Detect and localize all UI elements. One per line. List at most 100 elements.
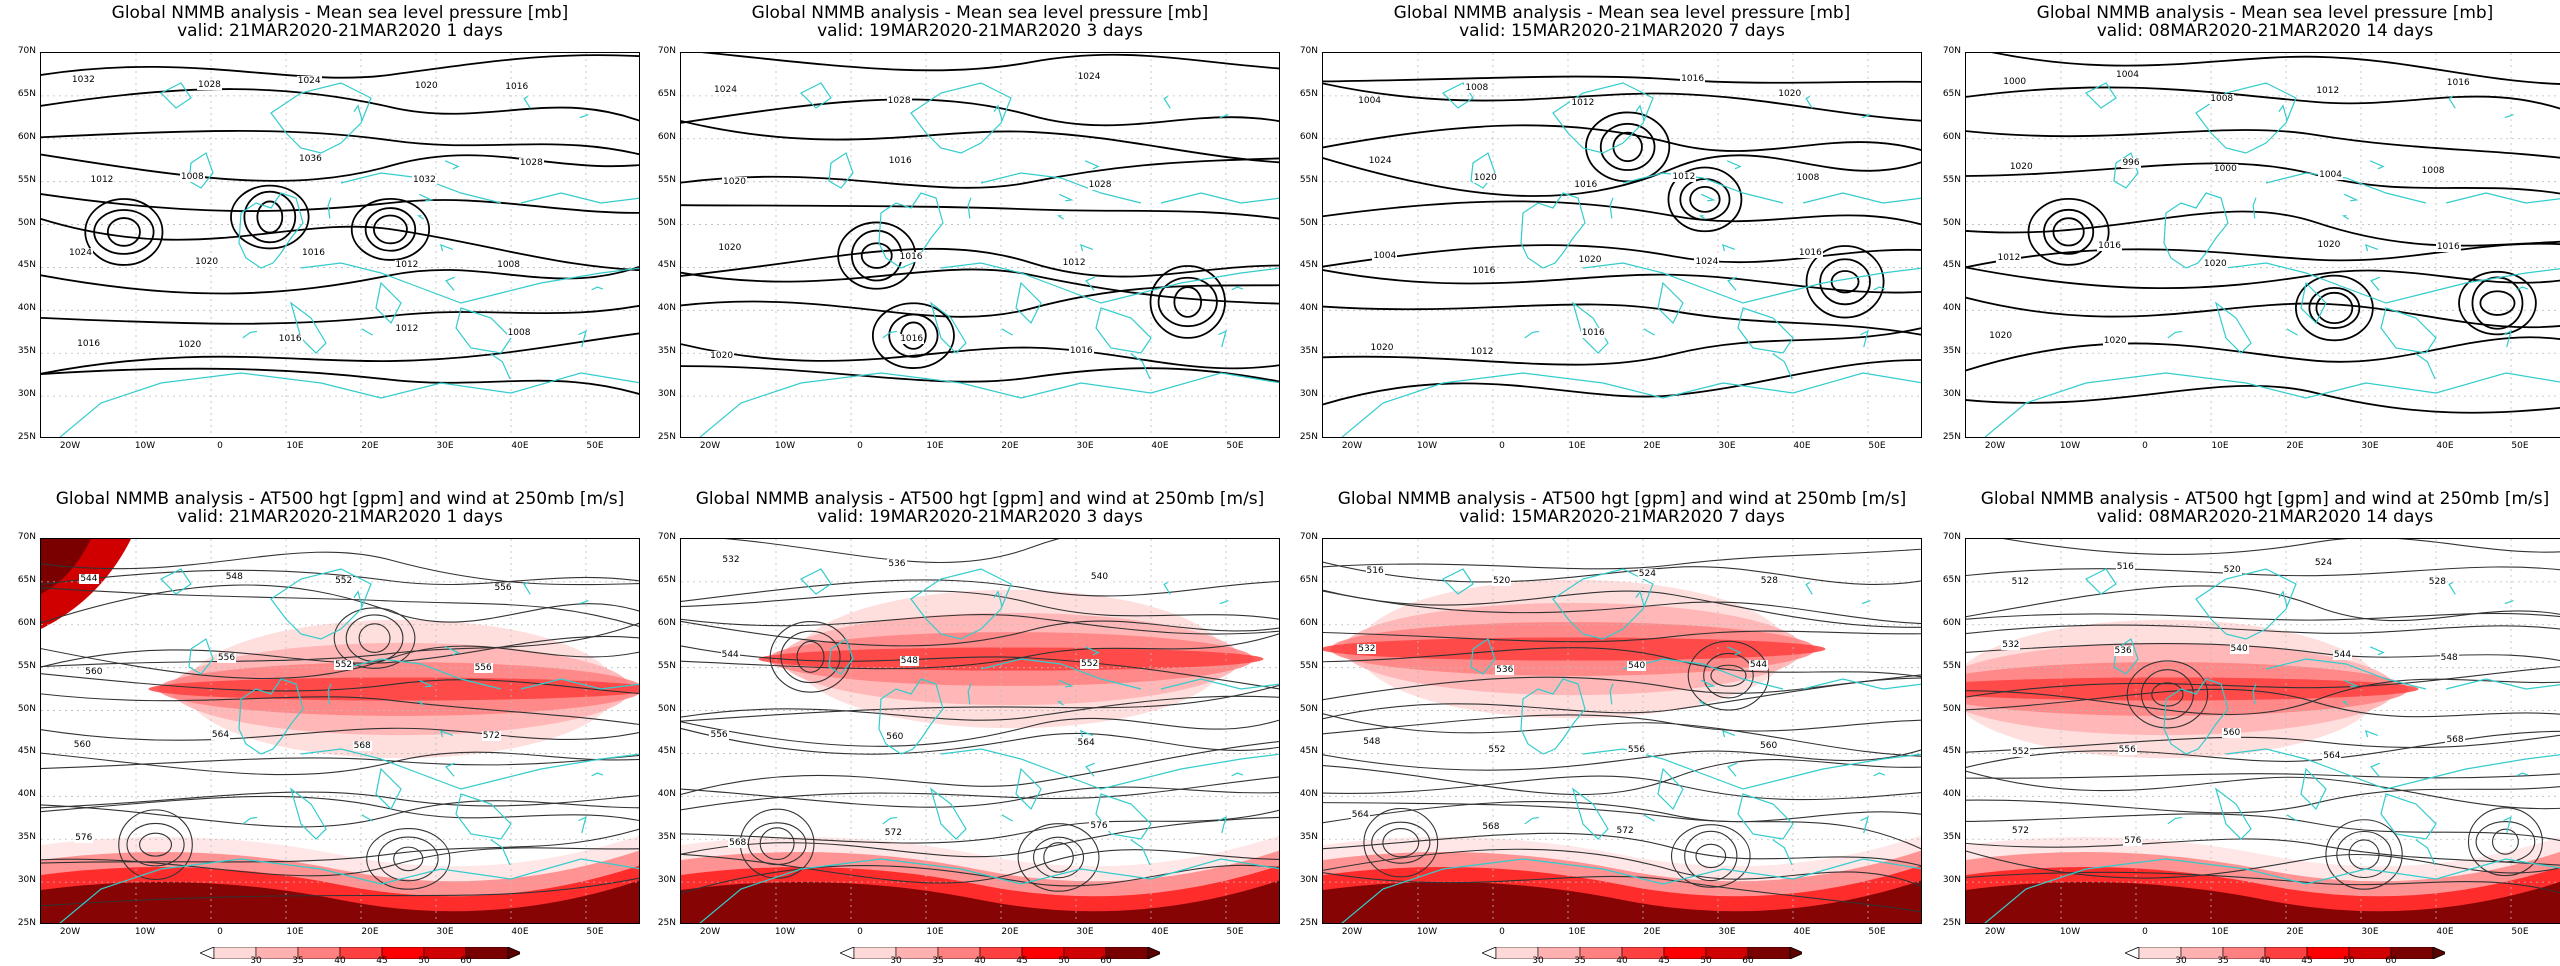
longitude-label: 20E bbox=[1643, 441, 1661, 451]
latitude-label: 60N bbox=[1299, 131, 1318, 142]
contour-label: 1012 bbox=[1570, 97, 1596, 108]
latitude-label: 55N bbox=[657, 660, 676, 671]
contour-label: 1012 bbox=[394, 323, 420, 334]
latitude-label: 40N bbox=[1942, 303, 1961, 314]
latitude-label: 50N bbox=[1942, 217, 1961, 228]
longitude-label: 50E bbox=[1868, 927, 1886, 937]
contour-lines bbox=[1966, 53, 2560, 414]
contour-label: 1016 bbox=[2435, 242, 2461, 253]
latitude-label: 35N bbox=[17, 832, 36, 843]
latitude-label: 40N bbox=[1299, 789, 1318, 800]
longitude-label: 40E bbox=[1793, 927, 1811, 937]
longitude-label: 50E bbox=[2511, 441, 2529, 451]
latitude-label: 70N bbox=[1942, 46, 1961, 56]
longitude-label: 10W bbox=[774, 927, 796, 937]
latitude-label: 55N bbox=[1942, 174, 1961, 185]
coastlines bbox=[1984, 568, 2560, 923]
contour-lines bbox=[41, 54, 639, 395]
contour-label: 1016 bbox=[1068, 346, 1094, 357]
contour-label: 1016 bbox=[76, 338, 102, 349]
longitude-label: 10W bbox=[774, 441, 796, 451]
contour-lines bbox=[41, 551, 639, 907]
contour-label: 572 bbox=[1615, 825, 1635, 836]
contour-label: 524 bbox=[2313, 557, 2334, 568]
latitude-label: 55N bbox=[17, 660, 36, 671]
contour-label: 1016 bbox=[1797, 248, 1823, 259]
contour-label: 516 bbox=[1365, 566, 1385, 577]
contour-label: 564 bbox=[2322, 750, 2342, 761]
contour-label: 556 bbox=[473, 663, 493, 674]
latitude-label: 55N bbox=[1299, 660, 1318, 671]
longitude-label: 0 bbox=[217, 441, 223, 451]
panel-valid-date: valid: 15MAR2020-21MAR2020 7 days bbox=[1459, 21, 1785, 41]
colorbar: 30 35 40 45 50 60 bbox=[838, 944, 1164, 966]
longitude-label: 30E bbox=[2361, 927, 2379, 937]
contour-label: 552 bbox=[1080, 658, 1100, 669]
latitude-label: 70N bbox=[657, 532, 676, 542]
longitude-label: 20W bbox=[1341, 441, 1363, 451]
contour-label: 544 bbox=[720, 649, 740, 660]
contour-label: 1012 bbox=[1996, 253, 2022, 264]
panel-valid-date: valid: 19MAR2020-21MAR2020 3 days bbox=[817, 507, 1143, 527]
contour-label: 548 bbox=[899, 655, 919, 666]
latitude-label: 60N bbox=[657, 617, 676, 628]
colorbar-label: 45 bbox=[376, 956, 388, 966]
longitude-label: 10W bbox=[2059, 927, 2081, 937]
graticule bbox=[681, 539, 1279, 923]
contour-label: 1008 bbox=[1464, 82, 1490, 93]
colorbar-label: 50 bbox=[418, 956, 430, 966]
contour-label: 528 bbox=[1759, 576, 1779, 587]
coastlines bbox=[59, 568, 639, 923]
latitude-label: 45N bbox=[657, 260, 676, 271]
longitude-label: 0 bbox=[2142, 927, 2148, 937]
map-area: 512 516 520 524 528 532 536 540 544 548 552 556 560 5… bbox=[1965, 538, 2560, 924]
colorbar-label: 30 bbox=[250, 956, 262, 966]
contour-label: 540 bbox=[2229, 643, 2249, 654]
contour-label: 1020 bbox=[2202, 258, 2228, 269]
contour-label: 1020 bbox=[2102, 335, 2128, 346]
latitude-label: 60N bbox=[1942, 131, 1961, 142]
longitude-label: 20E bbox=[1001, 441, 1019, 451]
contour-label: 1016 bbox=[1471, 266, 1497, 276]
longitude-label: 10W bbox=[1416, 927, 1438, 937]
contour-label: 544 bbox=[1748, 660, 1769, 671]
panel-title: Global NMMB analysis - AT500 hgt [gpm] a… bbox=[1337, 489, 1907, 509]
longitude-label: 40E bbox=[2436, 927, 2454, 937]
longitude-label: 40E bbox=[511, 927, 529, 937]
contour-label: 1004 bbox=[2115, 69, 2140, 80]
map-panel: Global NMMB analysis - Mean sea level pr… bbox=[1300, 0, 1932, 470]
longitude-label: 10W bbox=[134, 441, 156, 451]
latitude-label: 40N bbox=[17, 303, 36, 314]
longitude-label: 20E bbox=[1001, 927, 1019, 937]
contour-label: 552 bbox=[333, 659, 354, 670]
latitude-label: 70N bbox=[1942, 532, 1961, 542]
contour-label: 524 bbox=[1637, 568, 1657, 579]
longitude-label: 50E bbox=[1226, 441, 1244, 451]
map-area: 1004 1008 1012 1016 1020 1024 1020 1016 1012 1008… bbox=[1322, 52, 1922, 438]
contour-lines bbox=[1323, 548, 1921, 913]
latitude-label: 70N bbox=[17, 46, 36, 56]
contour-label: 1028 bbox=[518, 157, 544, 168]
colorbar: 30 35 40 45 50 60 bbox=[2123, 944, 2449, 966]
contour-label: 1028 bbox=[197, 79, 222, 90]
contour-label: 1016 bbox=[1573, 180, 1599, 191]
contour-label: 1024 bbox=[713, 85, 738, 96]
contour-label: 568 bbox=[2445, 734, 2465, 745]
map-panel: Global NMMB analysis - Mean sea level pr… bbox=[658, 0, 1290, 470]
contour-label: 1012 bbox=[2315, 85, 2341, 96]
contour-label: 1008 bbox=[2420, 166, 2446, 177]
map-area: 544 548 552 556 560 556 552 556 560 564 568 572 576 bbox=[40, 538, 640, 924]
latitude-label: 40N bbox=[657, 303, 676, 314]
latitude-label: 30N bbox=[1299, 875, 1318, 886]
contour-label: 1016 bbox=[898, 251, 924, 262]
latitude-label: 70N bbox=[1299, 46, 1318, 56]
contour-label: 1020 bbox=[717, 242, 743, 253]
contour-label: 556 bbox=[2117, 745, 2137, 756]
contour-label: 1020 bbox=[413, 80, 439, 91]
contour-label: 564 bbox=[210, 729, 231, 740]
contour-label: 1008 bbox=[1795, 173, 1821, 184]
longitude-label: 10E bbox=[286, 441, 304, 451]
contour-label: 528 bbox=[2427, 577, 2447, 588]
contour-label: 532 bbox=[2001, 640, 2021, 651]
latitude-label: 70N bbox=[17, 532, 36, 542]
